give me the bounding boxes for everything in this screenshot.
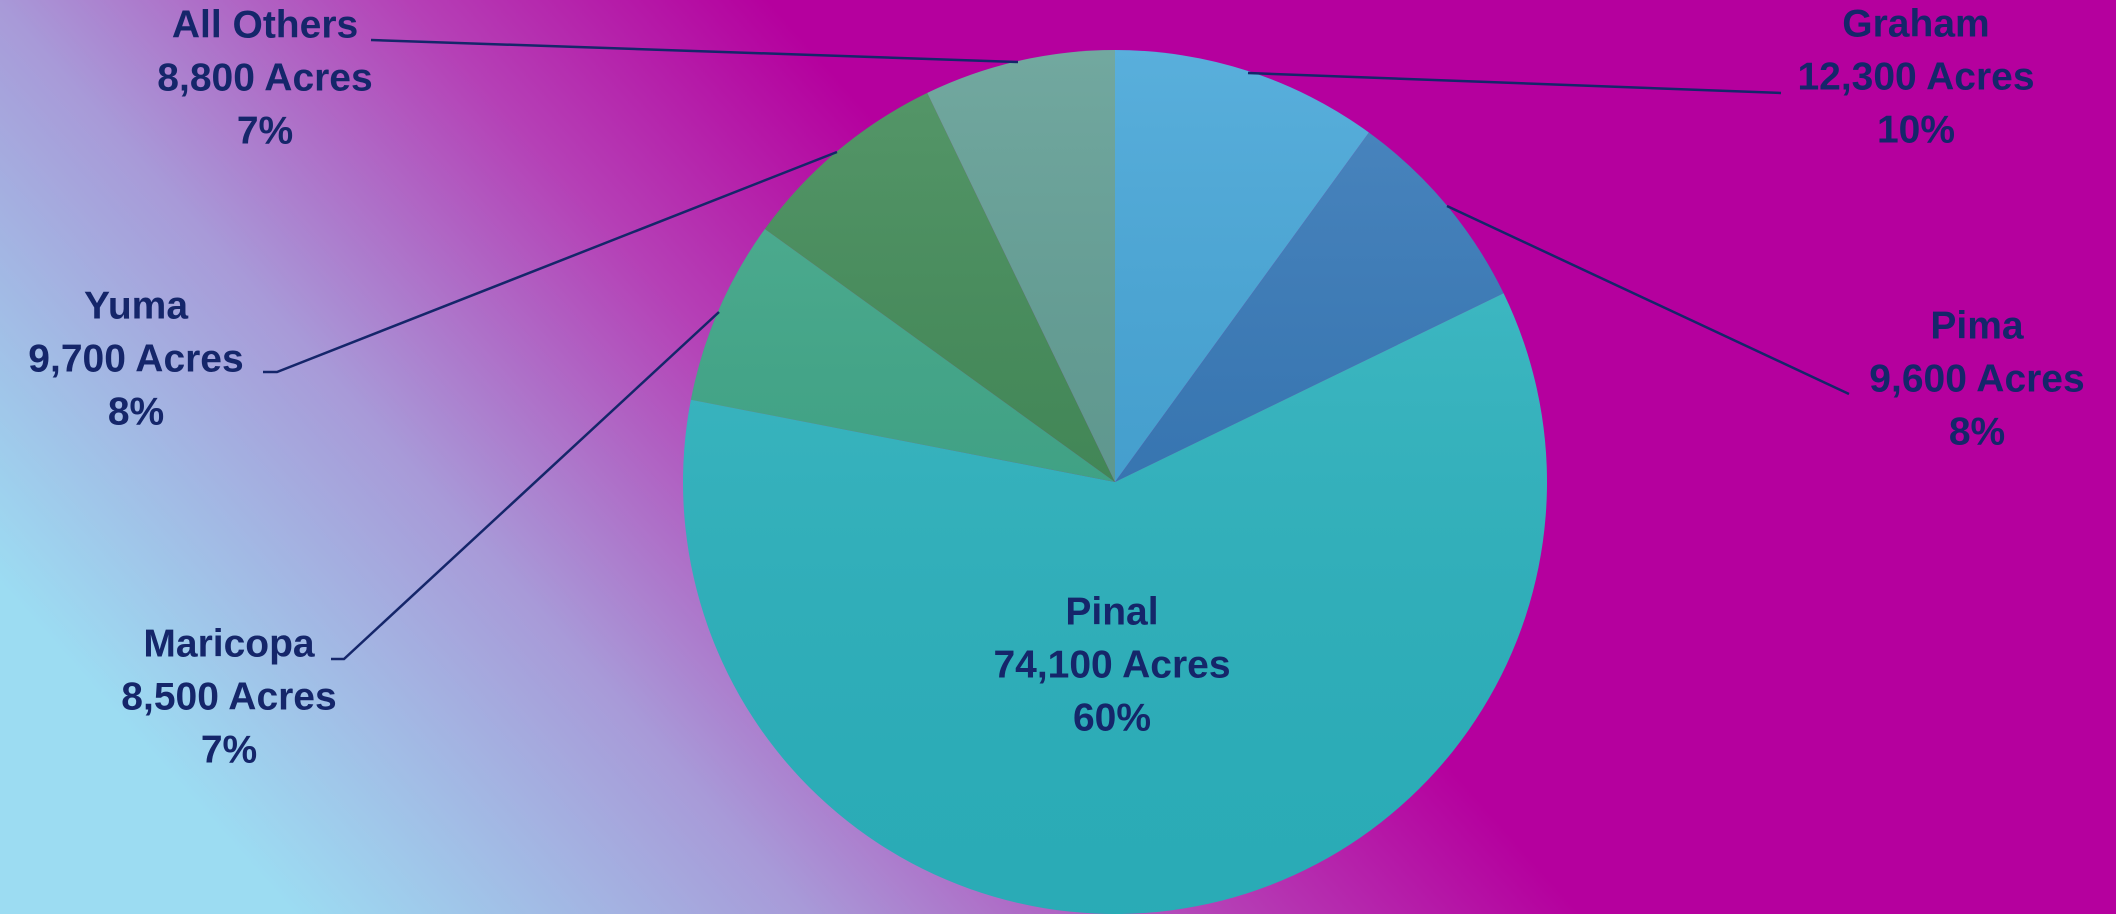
leader-line bbox=[263, 150, 838, 374]
slice-label-name: Pinal bbox=[1065, 590, 1158, 633]
slice-label-value: 9,700 Acres bbox=[28, 337, 243, 380]
slice-label-percent: 8% bbox=[1949, 410, 2005, 453]
slice-label-name: Maricopa bbox=[143, 622, 315, 665]
slice-label-name: Yuma bbox=[84, 284, 188, 327]
leader-line bbox=[1247, 71, 1782, 95]
slice-label-percent: 60% bbox=[1073, 696, 1151, 739]
leader-line bbox=[1446, 204, 1850, 396]
slice-label-value: 9,600 Acres bbox=[1869, 357, 2084, 400]
slice-label-name: Graham bbox=[1842, 2, 1989, 45]
slice-label-value: 8,500 Acres bbox=[121, 675, 336, 718]
slice-label-percent: 7% bbox=[201, 728, 257, 771]
slice-label-value: 8,800 Acres bbox=[157, 56, 372, 99]
slice-label-value: 12,300 Acres bbox=[1797, 55, 2034, 98]
slice-label-percent: 10% bbox=[1877, 108, 1955, 151]
leader-line bbox=[370, 38, 1019, 64]
slice-label-percent: 8% bbox=[108, 390, 164, 433]
slice-label-name: Pima bbox=[1930, 304, 2024, 347]
leader-line bbox=[331, 311, 720, 661]
slice-label-value: 74,100 Acres bbox=[993, 643, 1230, 686]
slice-label-percent: 7% bbox=[237, 109, 293, 152]
slice-label-name: All Others bbox=[172, 3, 358, 46]
